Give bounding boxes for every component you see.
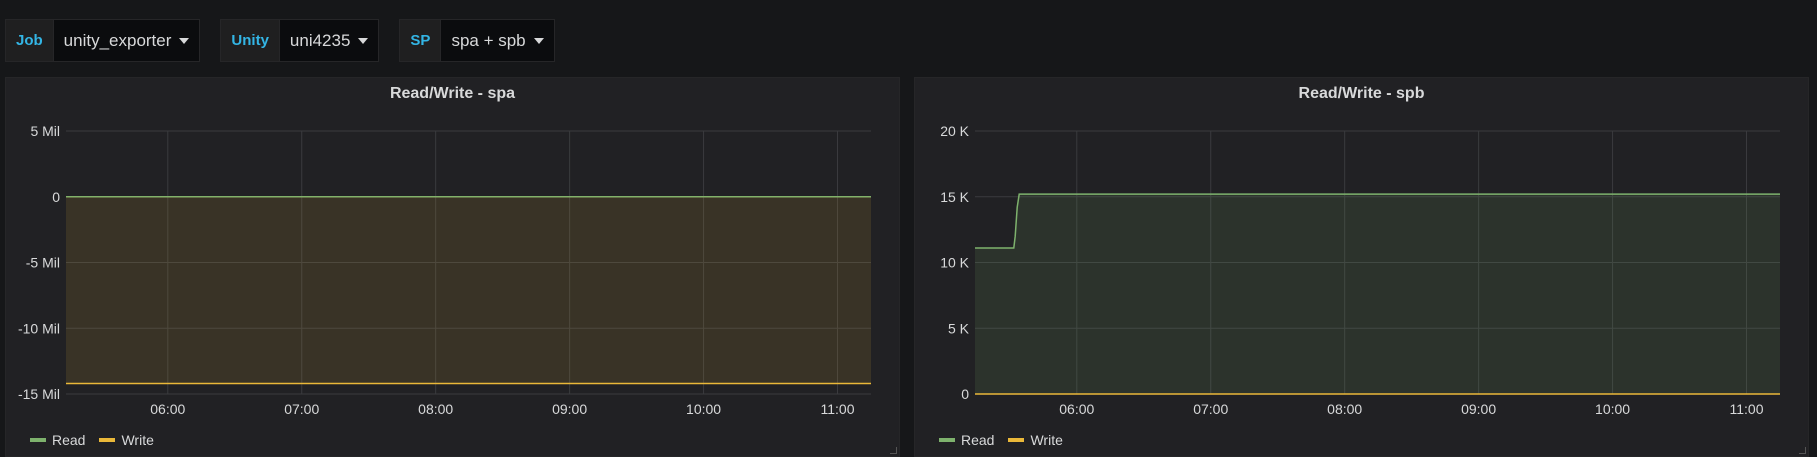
y-tick-label: 5 K xyxy=(948,320,970,336)
y-tick-label: 20 K xyxy=(940,123,969,139)
var-sp-value: spa + spb xyxy=(451,30,526,50)
x-tick-label: 09:00 xyxy=(552,401,587,417)
legend-item-write[interactable]: Write xyxy=(1008,432,1063,448)
var-sp-dropdown[interactable]: spa + spb xyxy=(440,19,555,62)
var-sp-label: SP xyxy=(399,19,441,62)
graph[interactable]: 5 Mil 0 -5 Mil -10 Mil -15 Mil 06:00 07:00 08:0… xyxy=(6,78,899,456)
series-line-read xyxy=(975,193,1780,249)
legend-swatch-write xyxy=(99,438,116,442)
caret-down-icon xyxy=(358,37,369,44)
y-tick-label: 10 K xyxy=(940,255,969,271)
x-tick-label: 11:00 xyxy=(821,401,855,417)
resize-handle[interactable] xyxy=(890,447,897,454)
legend-label: Write xyxy=(121,432,154,448)
y-tick-label: -10 Mil xyxy=(18,320,60,336)
y-tick-label: 0 xyxy=(52,189,60,205)
x-tick-label: 09:00 xyxy=(1461,401,1496,417)
x-tick-label: 06:00 xyxy=(1059,401,1094,417)
var-unity-dropdown[interactable]: uni4235 xyxy=(278,19,380,62)
x-tick-label: 10:00 xyxy=(1595,401,1630,417)
y-tick-label: 15 K xyxy=(940,189,969,205)
caret-down-icon xyxy=(179,37,190,44)
x-tick-label: 06:00 xyxy=(150,401,185,417)
var-unity: Unity uni4235 xyxy=(220,19,380,62)
y-tick-label: -15 Mil xyxy=(18,386,60,402)
series-area-write xyxy=(66,196,871,384)
resize-handle[interactable] xyxy=(1799,447,1806,454)
caret-down-icon xyxy=(533,37,544,44)
legend-swatch-read xyxy=(30,438,46,442)
graph[interactable]: 20 K 15 K 10 K 5 K 0 06:00 07:00 08:00 09:00 10:0… xyxy=(915,78,1808,456)
legend: Read Write xyxy=(939,432,1077,448)
y-tick-label: 5 Mil xyxy=(30,123,60,139)
legend-item-read[interactable]: Read xyxy=(30,432,85,448)
series-area-read xyxy=(975,194,1780,394)
legend-swatch-read xyxy=(939,438,955,442)
var-sp: SP spa + spb xyxy=(399,19,555,62)
panel-title[interactable]: Read/Write - spa xyxy=(389,85,516,102)
legend: Read Write xyxy=(30,432,168,448)
legend-label: Read xyxy=(961,432,995,448)
x-tick-label: 08:00 xyxy=(418,401,453,417)
legend-swatch-write xyxy=(1008,438,1025,442)
legend-label: Write xyxy=(1030,432,1063,448)
panel-read-write-spa: Read/Write - spa 5 Mil 0 -5 Mil -10 Mil -15 … xyxy=(5,77,900,457)
var-job-dropdown[interactable]: unity_exporter xyxy=(52,19,201,62)
x-tick-label: 10:00 xyxy=(686,401,721,417)
var-unity-label: Unity xyxy=(220,19,279,62)
x-tick-label: 08:00 xyxy=(1327,401,1362,417)
x-tick-label: 07:00 xyxy=(1193,401,1228,417)
x-tick-label: 07:00 xyxy=(284,401,319,417)
legend-item-read[interactable]: Read xyxy=(939,432,994,448)
panel-read-write-spb: Read/Write - spb 20 K 15 K 10 K 5 K 0 06:00 07… xyxy=(914,77,1809,457)
var-job-label: Job xyxy=(5,19,53,62)
y-tick-label: -5 Mil xyxy=(26,255,60,271)
variable-bar: Job unity_exporter Unity uni4235 SP spa … xyxy=(5,19,575,62)
x-tick-label: 11:00 xyxy=(1730,401,1764,417)
legend-item-write[interactable]: Write xyxy=(99,432,154,448)
var-unity-value: uni4235 xyxy=(289,30,351,50)
var-job-value: unity_exporter xyxy=(63,30,172,50)
y-tick-label: 0 xyxy=(961,386,969,402)
legend-label: Read xyxy=(52,432,86,448)
var-job: Job unity_exporter xyxy=(5,19,201,62)
panel-title[interactable]: Read/Write - spb xyxy=(1298,85,1425,102)
